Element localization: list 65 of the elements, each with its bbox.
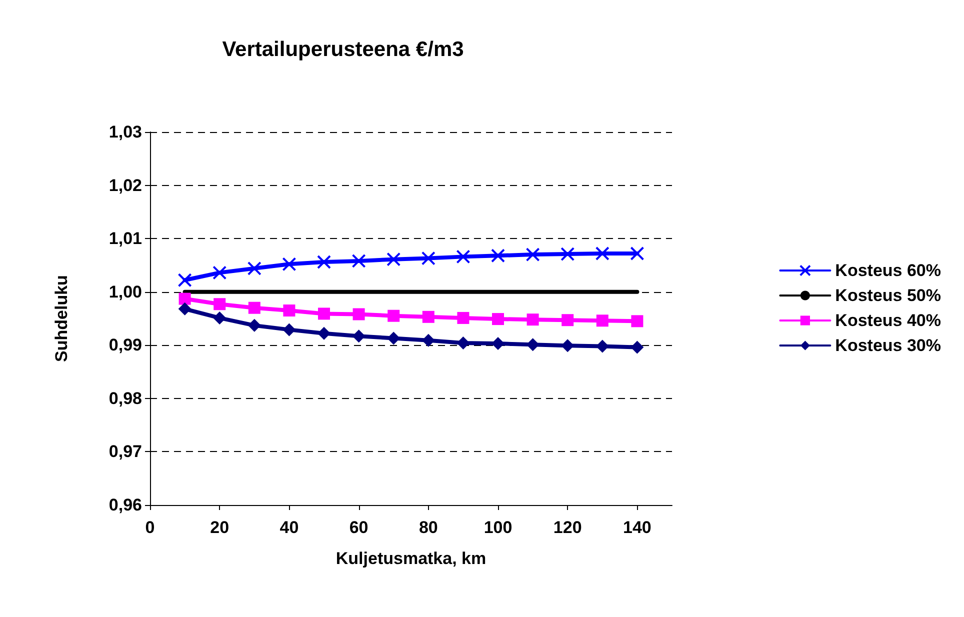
- point: [248, 302, 260, 314]
- y-axis-title: Suhdeluku: [52, 275, 71, 362]
- point: [421, 251, 436, 266]
- point: [282, 257, 296, 272]
- y-tick-label: 0,97: [108, 442, 142, 462]
- x-tick-label: 140: [623, 518, 652, 537]
- point: [596, 314, 608, 327]
- x-tick-label: 100: [484, 518, 512, 537]
- point: [456, 336, 470, 350]
- point: [562, 314, 574, 326]
- y-tick-label: 0,99: [108, 336, 142, 355]
- point: [388, 310, 400, 322]
- x-tick-label: 60: [349, 518, 368, 537]
- y-tick-label: 1,02: [108, 176, 142, 195]
- chart-title: Vertailuperusteena €/m3: [222, 38, 464, 61]
- point: [214, 298, 226, 310]
- point: [178, 292, 191, 305]
- x-tick-label: 120: [553, 518, 582, 537]
- point: [283, 304, 296, 317]
- x-tick-label: 40: [280, 518, 299, 537]
- point: [631, 315, 644, 328]
- x-axis-title: Kuljetusmatka, km: [336, 549, 486, 568]
- point: [526, 248, 540, 262]
- y-tick-label: 1,01: [108, 229, 142, 248]
- legend-label: Kosteus 40%: [835, 311, 942, 330]
- point: [212, 266, 227, 280]
- x-tick-label: 20: [210, 518, 230, 537]
- point: [630, 340, 644, 354]
- point: [456, 250, 470, 264]
- point: [595, 246, 610, 260]
- point: [282, 323, 296, 336]
- point: [352, 254, 366, 268]
- point: [178, 302, 192, 316]
- point: [178, 273, 192, 288]
- point: [247, 261, 262, 276]
- y-tick-label: 0,96: [108, 496, 142, 514]
- point: [526, 338, 540, 352]
- point: [630, 246, 644, 260]
- point: [318, 308, 330, 320]
- y-tick-label: 1,00: [108, 282, 142, 302]
- x-tick-label: 0: [145, 518, 155, 537]
- point: [422, 310, 434, 323]
- legend-label: Kosteus 50%: [835, 286, 942, 305]
- point: [318, 326, 330, 340]
- point: [352, 308, 365, 320]
- point: [596, 340, 609, 353]
- point: [317, 255, 331, 270]
- point: [213, 311, 226, 324]
- point: [492, 313, 504, 326]
- point: [492, 337, 504, 350]
- point: [386, 252, 401, 266]
- y-tick-label: 0,98: [108, 388, 142, 408]
- point: [491, 248, 505, 263]
- point: [387, 332, 400, 345]
- point: [561, 339, 574, 352]
- legend-label: Kosteus 30%: [835, 336, 942, 355]
- point: [352, 330, 366, 343]
- point: [248, 318, 261, 332]
- point: [422, 334, 435, 347]
- legend-label: Kosteus 60%: [835, 261, 942, 280]
- x-tick-label: 80: [418, 518, 438, 537]
- y-tick-label: 1,03: [108, 122, 142, 142]
- point: [457, 312, 470, 324]
- point: [526, 314, 539, 326]
- point: [560, 247, 575, 262]
